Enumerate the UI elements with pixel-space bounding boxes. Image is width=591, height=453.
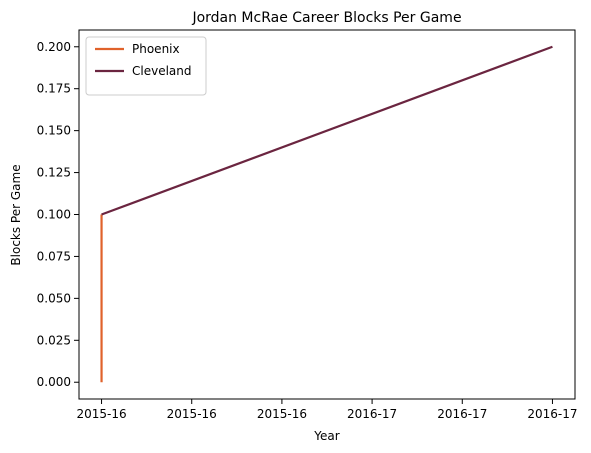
legend-label-phoenix: Phoenix xyxy=(132,42,180,56)
chart-title: Jordan McRae Career Blocks Per Game xyxy=(191,10,461,26)
y-tick-label: 0.000 xyxy=(37,375,71,389)
y-tick-label: 0.025 xyxy=(37,333,71,347)
y-tick-label: 0.050 xyxy=(37,291,71,305)
x-tick-label: 2015-16 xyxy=(257,407,307,421)
x-axis-label: Year xyxy=(313,429,339,443)
x-tick-label: 2016-17 xyxy=(437,407,487,421)
y-tick-label: 0.100 xyxy=(37,208,71,222)
legend: Phoenix Cleveland xyxy=(85,36,207,96)
y-tick-label: 0.200 xyxy=(37,40,71,54)
y-tick-label: 0.150 xyxy=(37,124,71,138)
x-tick-label: 2015-16 xyxy=(167,407,217,421)
legend-box xyxy=(85,36,207,96)
series-line-cleveland xyxy=(101,45,553,216)
x-tick-label: 2016-17 xyxy=(527,407,577,421)
y-axis: 0.000 0.025 0.050 0.075 0.100 0.125 0.150 0.175… xyxy=(37,40,79,389)
y-tick-label: 0.075 xyxy=(37,249,71,263)
x-tick-label: 2016-17 xyxy=(347,407,397,421)
y-tick-label: 0.175 xyxy=(37,82,71,96)
x-axis: 2015-16 2015-16 2015-16 2016-17 2016-17 2016-… xyxy=(76,399,578,421)
x-tick-label: 2015-16 xyxy=(76,407,126,421)
y-axis-label: Blocks Per Game xyxy=(9,164,23,265)
y-tick-label: 0.125 xyxy=(37,166,71,180)
legend-label-cleveland: Cleveland xyxy=(132,64,192,78)
